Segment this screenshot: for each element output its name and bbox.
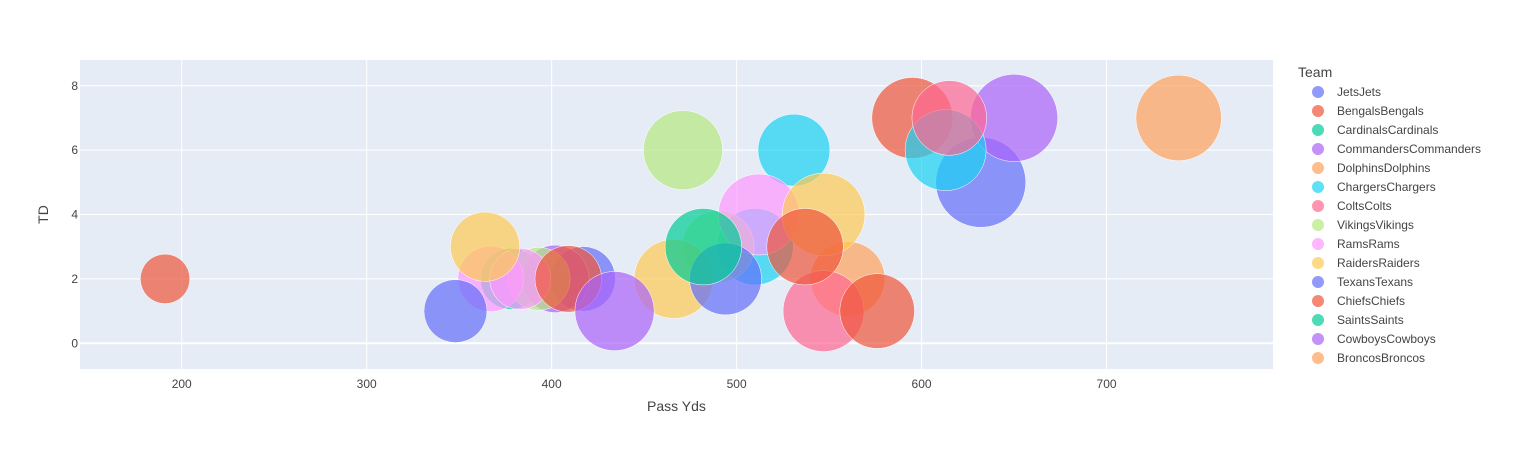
legend-marker (1312, 86, 1324, 98)
legend-label: SaintsSaints (1337, 313, 1404, 327)
data-point[interactable] (643, 110, 723, 190)
legend-item[interactable]: VikingsVikings (1312, 218, 1414, 232)
legend-marker (1312, 143, 1324, 155)
legend-item[interactable]: ChargersChargers (1312, 180, 1436, 194)
y-tick-label: 0 (71, 336, 78, 350)
legend-label: CardinalsCardinals (1337, 123, 1438, 137)
legend-item[interactable]: ChiefsChiefs (1312, 294, 1405, 308)
legend-label: ChiefsChiefs (1337, 294, 1405, 308)
legend-item[interactable]: BroncosBroncos (1312, 351, 1425, 365)
legend-label: RaidersRaiders (1337, 256, 1420, 270)
legend-item[interactable]: CowboysCowboys (1312, 332, 1436, 346)
legend-item[interactable]: SaintsSaints (1312, 313, 1404, 327)
data-point[interactable] (1135, 74, 1222, 161)
legend-label: TexansTexans (1337, 275, 1413, 289)
legend-marker (1312, 181, 1324, 193)
data-point[interactable] (574, 271, 655, 351)
data-point[interactable] (664, 208, 742, 286)
data-point[interactable] (140, 253, 191, 304)
legend[interactable]: Team JetsJets BengalsBengals CardinalsCard… (1298, 64, 1481, 365)
tick-labels: 200 300 400 500 600 700 0 2 4 6 8 (71, 79, 1117, 391)
legend-marker (1312, 352, 1324, 364)
legend-title: Team (1298, 64, 1332, 80)
x-tick-label: 600 (912, 377, 932, 391)
legend-label: CommandersCommanders (1337, 142, 1481, 156)
y-tick-label: 6 (71, 143, 78, 157)
x-tick-label: 300 (357, 377, 377, 391)
legend-item[interactable]: RamsRams (1312, 237, 1400, 251)
legend-item[interactable]: CardinalsCardinals (1312, 123, 1438, 137)
legend-item[interactable]: JetsJets (1312, 85, 1381, 99)
legend-label: ChargersChargers (1337, 180, 1436, 194)
y-tick-label: 2 (71, 272, 78, 286)
legend-marker (1312, 124, 1324, 136)
legend-item[interactable]: CommandersCommanders (1312, 142, 1481, 156)
data-point[interactable] (766, 208, 844, 286)
legend-marker (1312, 276, 1324, 288)
x-tick-label: 500 (727, 377, 747, 391)
data-point[interactable] (839, 273, 915, 349)
legend-marker (1312, 162, 1324, 174)
legend-item[interactable]: RaidersRaiders (1312, 256, 1420, 270)
legend-item[interactable]: BengalsBengals (1312, 104, 1424, 118)
legend-label: DolphinsDolphins (1337, 161, 1430, 175)
y-tick-label: 4 (71, 208, 78, 222)
legend-marker (1312, 257, 1324, 269)
legend-marker (1312, 200, 1324, 212)
legend-label: VikingsVikings (1337, 218, 1414, 232)
bubbles (140, 74, 1222, 352)
legend-marker (1312, 333, 1324, 345)
data-point[interactable] (423, 279, 488, 343)
legend-label: CowboysCowboys (1337, 332, 1436, 346)
legend-item[interactable]: TexansTexans (1312, 275, 1413, 289)
legend-item[interactable]: ColtsColts (1312, 199, 1392, 213)
data-point[interactable] (911, 80, 987, 156)
legend-marker (1312, 105, 1324, 117)
x-tick-label: 400 (542, 377, 562, 391)
legend-marker (1312, 238, 1324, 250)
data-point[interactable] (450, 211, 520, 282)
x-tick-label: 200 (172, 377, 192, 391)
legend-label: RamsRams (1337, 237, 1400, 251)
legend-label: BengalsBengals (1337, 104, 1424, 118)
x-tick-label: 700 (1097, 377, 1117, 391)
legend-label: JetsJets (1337, 85, 1381, 99)
x-axis-title: Pass Yds (647, 398, 706, 414)
legend-marker (1312, 219, 1324, 231)
legend-marker (1312, 295, 1324, 307)
legend-item[interactable]: DolphinsDolphins (1312, 161, 1430, 175)
legend-marker (1312, 314, 1324, 326)
y-tick-label: 8 (71, 79, 78, 93)
legend-label: BroncosBroncos (1337, 351, 1425, 365)
legend-label: ColtsColts (1337, 199, 1392, 213)
y-axis-title: TD (35, 205, 51, 224)
